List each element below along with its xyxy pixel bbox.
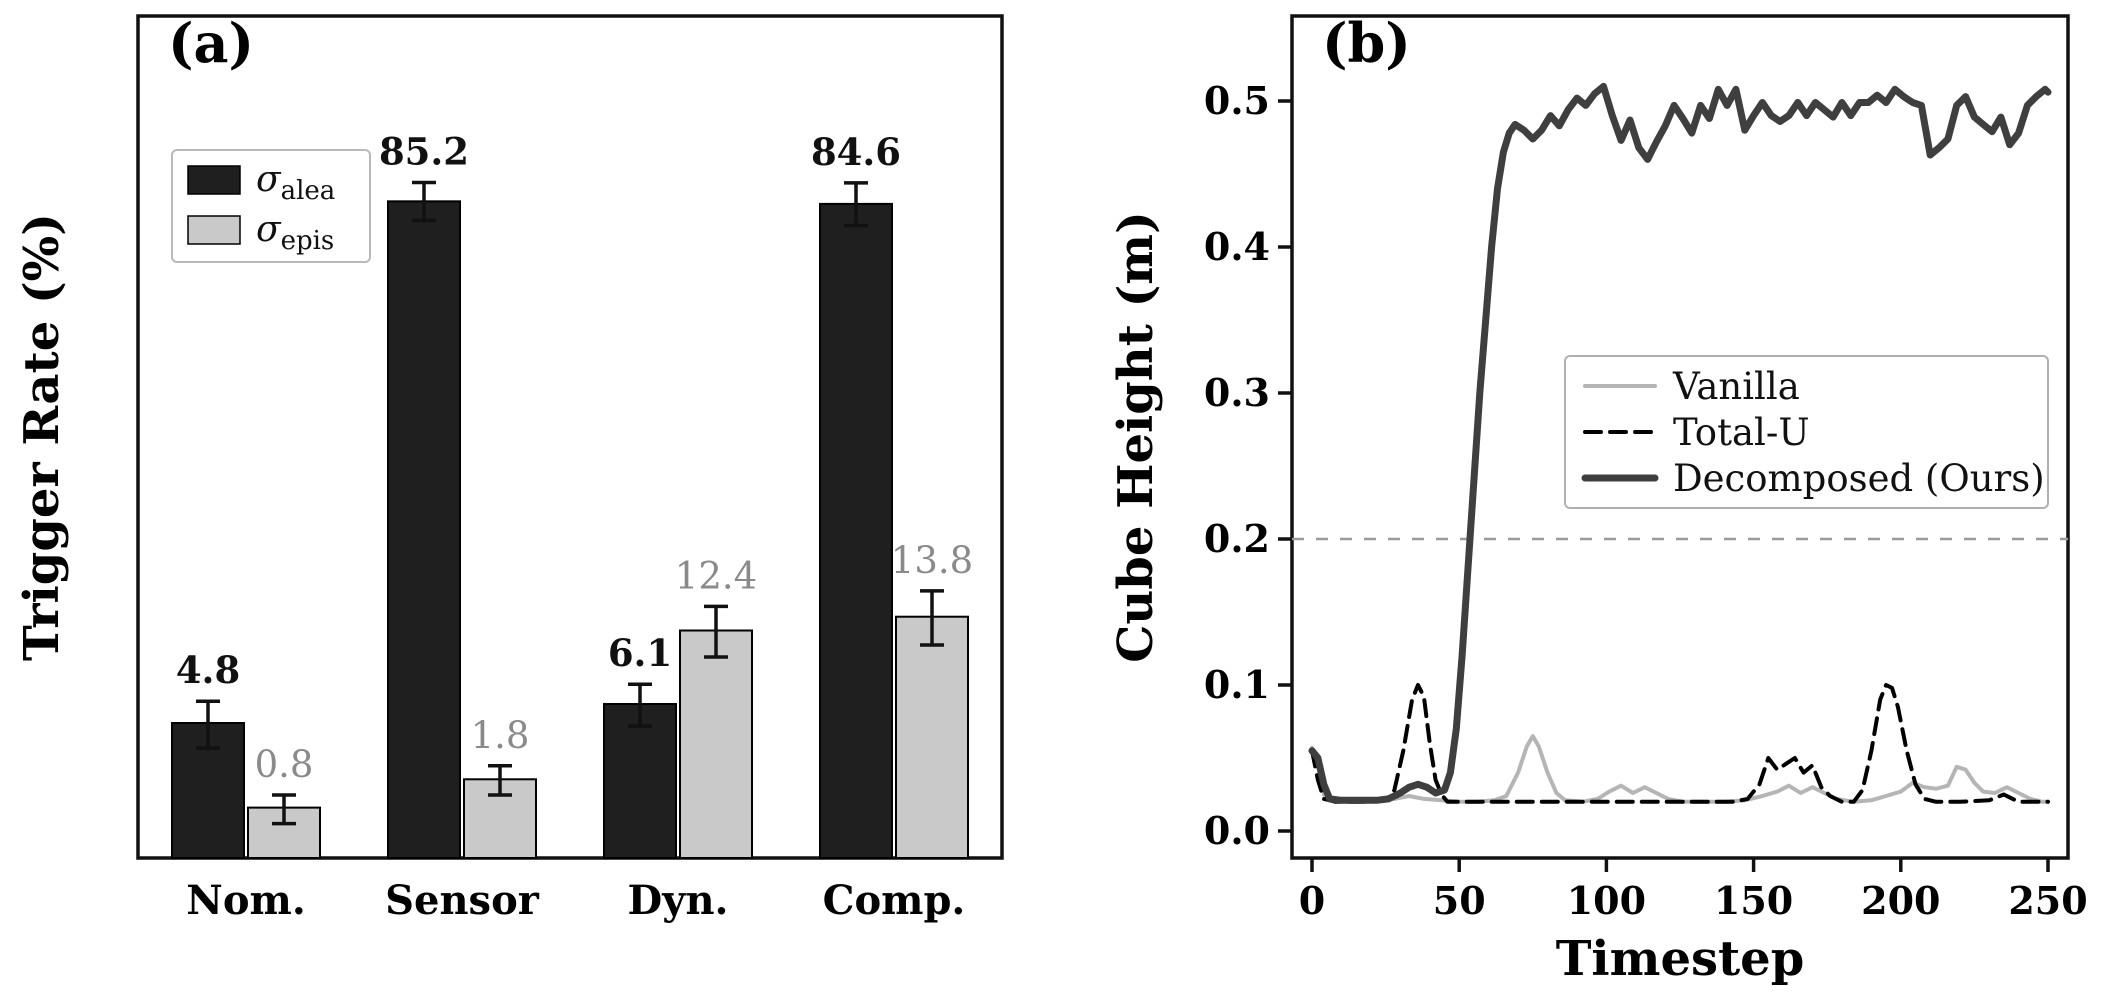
bar-value-label: 1.8 bbox=[471, 714, 530, 757]
bar-value-label: 6.1 bbox=[608, 631, 672, 675]
axes-frame-b bbox=[1290, 14, 2070, 860]
line-decomposed-ours- bbox=[1308, 82, 2052, 804]
bar-plot-area: Nom. 4.8 0.8 Sensor 85.2 1.8 Dyn. 6.112.4 Comp. 8… bbox=[136, 14, 1004, 924]
y-axis-label-b: Cube Height (m) bbox=[1108, 211, 1164, 663]
panel-label-b: (b) bbox=[1322, 11, 1411, 75]
x-tick-label-150: 150 bbox=[1714, 878, 1793, 923]
x-tick-label-comp: Comp. bbox=[823, 877, 966, 924]
y-tick-label-0.4: 0.4 bbox=[1204, 224, 1270, 269]
legend-label-decomposed-ours-: Decomposed (Ours) bbox=[1673, 457, 2045, 500]
x-tick-label-dyn: Dyn. bbox=[628, 877, 729, 924]
y-tick-label-0.2: 0.2 bbox=[1204, 516, 1270, 561]
x-axis-label-b: Timestep bbox=[1556, 931, 1805, 987]
line-chart: Cube Height (m) Timestep 0 50 100 150 200 250… bbox=[1108, 11, 2088, 987]
bar-sigma-alea-1 bbox=[387, 200, 461, 859]
legend-b-box bbox=[1564, 355, 2049, 509]
x-tick-label-sensor: Sensor bbox=[385, 877, 540, 924]
legend-swatch-sigma-alea bbox=[187, 165, 241, 195]
bar-value-label: 12.4 bbox=[675, 554, 757, 597]
x-tick-label-50: 50 bbox=[1433, 878, 1486, 923]
panel-label-a: (a) bbox=[168, 11, 254, 75]
y-axis-label-a: Trigger Rate (%) bbox=[14, 213, 70, 661]
x-tick-label-200: 200 bbox=[1861, 878, 1940, 923]
line-total-u bbox=[1310, 683, 2050, 804]
legend-label-vanilla: Vanilla bbox=[1672, 365, 1800, 408]
legend-swatch-sigma-epis bbox=[187, 215, 241, 245]
bar-sigma-epis-2 bbox=[679, 629, 753, 859]
x-tick-label-100: 100 bbox=[1567, 878, 1646, 923]
bar-value-label: 85.2 bbox=[379, 129, 469, 173]
bar-value-label: 0.8 bbox=[255, 743, 314, 786]
bar-value-label: 13.8 bbox=[891, 539, 973, 582]
y-tick-label-0.3: 0.3 bbox=[1204, 370, 1270, 415]
x-tick-label-0: 0 bbox=[1299, 878, 1325, 923]
line-plot-area: 0 50 100 150 200 250 0.0 0.1 0.2 0.3 0.4 0.5 Vanilla… bbox=[1204, 14, 2088, 923]
bar-sigma-epis-3 bbox=[895, 615, 969, 859]
bar-chart: Trigger Rate (%) Nom. 4.8 0.8 Sensor 85.2 1.8… bbox=[14, 11, 1004, 924]
bar-value-label: 4.8 bbox=[176, 648, 240, 692]
legend-label-total-u: Total-U bbox=[1673, 411, 1810, 454]
bar-value-label: 84.6 bbox=[811, 130, 901, 174]
y-tick-label-0: 0.0 bbox=[1204, 808, 1270, 853]
bar-sigma-alea-3 bbox=[819, 202, 893, 859]
x-tick-label-250: 250 bbox=[2008, 878, 2087, 923]
axes-frame-a bbox=[136, 14, 1004, 860]
y-tick-label-0.1: 0.1 bbox=[1204, 662, 1270, 707]
line-vanilla bbox=[1310, 734, 2050, 804]
panel-b: Cube Height (m) Timestep 0 50 100 150 200 250… bbox=[1060, 0, 2105, 1008]
x-tick-label-nom: Nom. bbox=[186, 877, 306, 924]
y-tick-label-0.5: 0.5 bbox=[1204, 78, 1270, 123]
panel-a: Trigger Rate (%) Nom. 4.8 0.8 Sensor 85.2 1.8… bbox=[14, 11, 1004, 924]
